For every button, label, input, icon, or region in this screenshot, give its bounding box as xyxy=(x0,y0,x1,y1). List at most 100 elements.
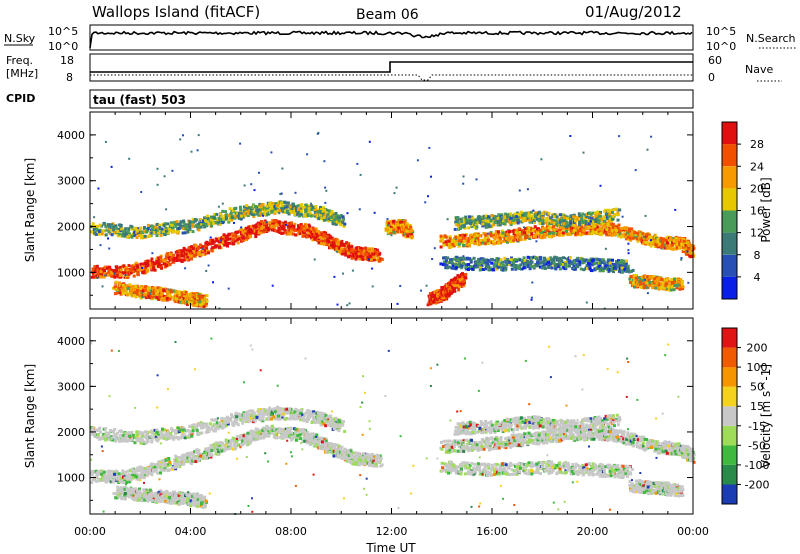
heatmap-cell xyxy=(164,229,168,233)
heatmap-cell xyxy=(96,272,100,276)
heatmap-cell xyxy=(588,216,591,220)
heatmap-cell xyxy=(542,219,546,222)
heatmap-cell xyxy=(667,246,671,250)
heatmap-cell xyxy=(319,205,322,209)
heatmap-cell xyxy=(441,296,445,300)
heatmap-cell xyxy=(262,206,266,210)
heatmap-cell xyxy=(316,210,320,214)
heatmap-cell xyxy=(186,227,190,231)
heatmap-cell xyxy=(489,234,493,238)
heatmap-cell xyxy=(178,258,182,262)
heatmap-cell xyxy=(175,222,179,226)
heatmap-cell xyxy=(469,222,473,226)
heatmap-cell xyxy=(188,299,192,303)
heatmap-cell xyxy=(497,213,501,217)
heatmap-cell xyxy=(342,242,346,246)
heatmap-cell xyxy=(236,214,240,218)
heatmap-cell xyxy=(572,213,576,217)
heatmap-cell xyxy=(261,212,265,216)
heatmap-cell xyxy=(341,249,345,253)
heatmap-cell xyxy=(521,260,524,264)
heatmap-cell xyxy=(160,287,163,290)
heatmap-cell xyxy=(369,247,373,251)
heatmap-cell xyxy=(481,258,485,262)
heatmap-cell xyxy=(539,261,543,265)
heatmap-cell xyxy=(327,241,331,244)
heatmap-cell xyxy=(661,245,665,249)
heatmap-cell xyxy=(186,230,190,234)
heatmap-cell xyxy=(112,228,116,232)
heatmap-cell xyxy=(115,287,119,291)
heatmap-cell xyxy=(495,215,499,219)
heatmap-cell xyxy=(444,240,448,244)
heatmap-cell xyxy=(519,210,523,214)
heatmap-cell xyxy=(255,230,259,234)
heatmap-cell xyxy=(304,210,308,214)
heatmap-cell xyxy=(339,241,343,245)
heatmap-cell xyxy=(344,252,348,256)
heatmap-cell xyxy=(337,250,341,253)
heatmap-cell xyxy=(476,236,480,240)
heatmap-cell xyxy=(173,222,177,226)
heatmap-cell xyxy=(532,219,536,223)
heatmap-cell xyxy=(168,253,172,256)
heatmap-cell xyxy=(599,226,603,230)
heatmap-cell xyxy=(343,247,347,251)
heatmap-cell xyxy=(486,225,490,229)
heatmap-cell xyxy=(580,232,584,236)
heatmap-cell xyxy=(356,255,359,259)
heatmap-cell xyxy=(545,226,549,230)
heatmap-cell xyxy=(473,264,477,268)
heatmap-cell xyxy=(546,257,550,261)
heatmap-cell xyxy=(494,230,498,233)
heatmap-cell xyxy=(489,219,493,223)
heatmap-cell xyxy=(562,226,566,230)
heatmap-cell xyxy=(190,254,194,258)
heatmap-cell xyxy=(335,248,339,252)
freq-tick-top: 18 xyxy=(60,54,74,67)
heatmap-cell xyxy=(535,235,539,239)
heatmap-cell xyxy=(668,238,672,241)
heatmap-cell xyxy=(198,251,202,255)
heatmap-cell xyxy=(448,245,452,249)
heatmap-cell xyxy=(553,215,557,219)
heatmap-cell xyxy=(367,253,370,256)
heatmap-cell xyxy=(278,231,282,234)
heatmap-cell xyxy=(624,233,628,237)
heatmap-cell xyxy=(565,215,569,219)
heatmap-cell xyxy=(219,212,222,216)
heatmap-cell xyxy=(226,234,230,238)
heatmap-cell xyxy=(130,234,134,238)
heatmap-cell xyxy=(442,260,446,264)
heatmap-cell xyxy=(119,275,123,279)
heatmap-cell xyxy=(484,233,488,237)
heatmap-cell xyxy=(170,290,174,294)
heatmap-cell xyxy=(93,265,97,269)
heatmap-cell xyxy=(653,235,657,239)
heatmap-cell xyxy=(541,216,545,220)
heatmap-cell xyxy=(309,212,313,216)
heatmap-cell xyxy=(620,235,624,239)
cpid-label: CPID xyxy=(6,92,35,105)
heatmap-cell xyxy=(140,262,144,266)
heatmap-cell xyxy=(146,228,150,232)
heatmap-cell xyxy=(214,245,217,249)
heatmap-cell xyxy=(190,257,193,261)
heatmap-cell xyxy=(225,216,229,220)
heatmap-cell xyxy=(356,249,360,253)
heatmap-cell xyxy=(106,273,110,277)
heatmap-cell xyxy=(371,252,375,256)
heatmap-cell xyxy=(433,298,437,302)
heatmap-cell xyxy=(580,225,583,229)
heatmap-cell xyxy=(674,239,678,243)
heatmap-cell xyxy=(530,227,534,231)
heatmap-cell xyxy=(123,234,127,238)
heatmap-cell xyxy=(511,219,515,222)
heatmap-cell xyxy=(552,257,556,261)
heatmap-cell xyxy=(239,214,243,218)
nsearch-label: N.Search xyxy=(746,32,796,45)
heatmap-cell xyxy=(98,223,102,227)
heatmap-cell xyxy=(260,222,263,226)
heatmap-cell xyxy=(304,213,308,217)
heatmap-cell xyxy=(130,265,134,269)
